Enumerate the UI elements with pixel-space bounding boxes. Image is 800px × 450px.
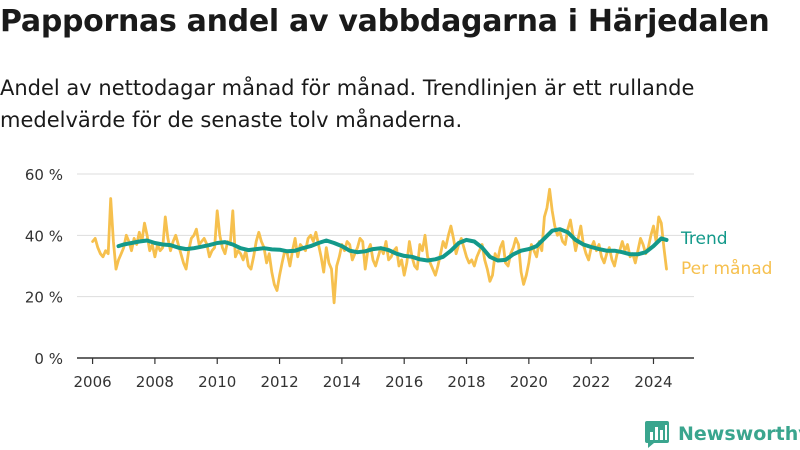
brand-logo[interactable]: Newsworthy [644,420,800,448]
series-monthly [91,187,668,305]
monthly-line [91,187,668,305]
x-tick-label: 2022 [572,373,610,391]
legend-trend: Trend [680,229,728,249]
trend-line [116,227,669,263]
bar-chart-logo-icon [645,421,669,448]
x-tick-label: 2006 [73,373,111,391]
legend-monthly: Per månad [681,258,772,279]
series-trend [116,227,669,263]
legend: Trend Per månad [680,229,772,279]
x-tick-label: 2014 [323,373,361,391]
gridlines [77,173,694,298]
y-tick-label: 20 % [25,289,63,307]
y-tick-label: 40 % [25,227,63,245]
series-lines [91,187,669,305]
x-tick-label: 2018 [447,373,485,391]
x-tick-label: 2024 [634,373,672,391]
y-tick-label: 60 % [25,166,63,184]
y-tick-label: 0 % [34,350,63,368]
x-tick-label: 2008 [136,373,174,391]
y-axis: 0 % 20 % 40 % 60 % [25,166,63,368]
x-tick-label: 2020 [510,373,548,391]
page-title: Pappornas andel av vabbdagarna i Härjeda… [0,4,770,39]
x-tick-label: 2010 [198,373,236,391]
x-tick-label: 2012 [260,373,298,391]
brand-name: Newsworthy [678,423,800,445]
x-tick-label: 2016 [385,373,423,391]
x-axis: 2006 2008 2010 2012 2014 2016 2018 2020 2022 2024 [73,357,694,391]
page-subtitle: Andel av nettodagar månad för månad. Tre… [0,76,695,132]
